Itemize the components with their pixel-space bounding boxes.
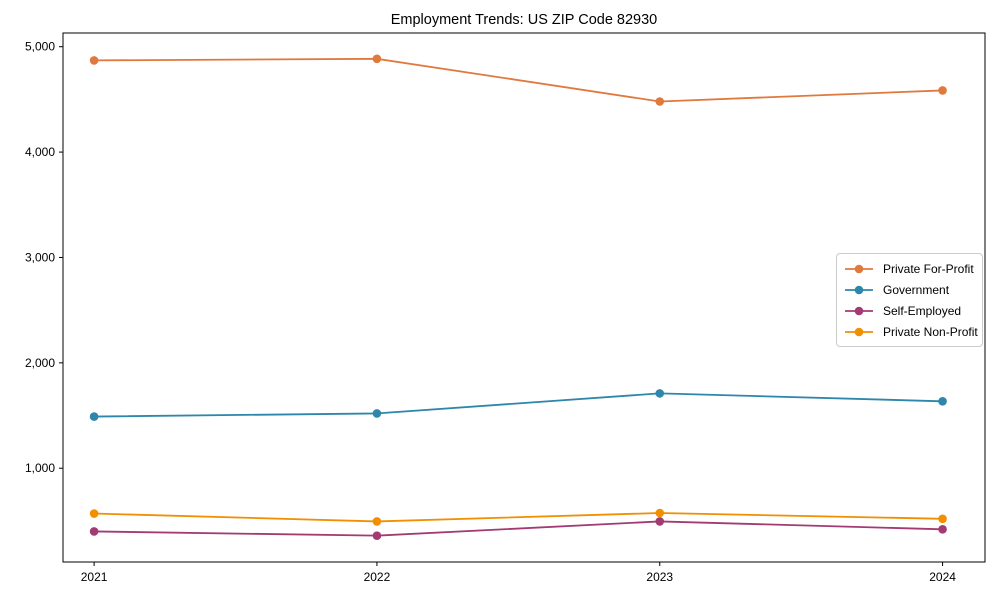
legend-item: Self-Employed [844,300,978,321]
x-tick-label: 2024 [929,570,956,584]
data-point [372,54,382,64]
data-point [938,525,947,534]
legend: Private For-Profit Government Self-Employe… [836,253,983,347]
data-point [372,531,382,540]
data-point [938,396,947,406]
legend-line-marker-icon [845,264,873,273]
y-tick-label: 5,000 [25,40,55,54]
legend-item: Private For-Profit [844,258,978,279]
axes-frame [62,32,986,563]
legend-line-marker-icon [845,285,873,294]
legend-label: Government [883,282,950,297]
y-tick-label: 2,000 [25,356,55,370]
data-point [938,86,947,95]
legend-item: Private Non-Profit [844,321,978,342]
series-line-self-employed [93,520,944,537]
chart-title: Employment Trends: US ZIP Code 82930 [390,12,658,28]
legend-label: Private Non-Profit [883,324,978,339]
y-tick-label: 1,000 [25,461,55,475]
legend-line-marker-icon [845,327,873,336]
data-point [89,56,99,65]
data-point [938,514,947,524]
data-point [655,389,665,398]
series-line-government [93,392,944,418]
data-point [89,527,99,536]
data-point [372,517,382,526]
y-tick-label: 4,000 [25,145,55,159]
data-point [655,97,665,106]
series-line-private-non-profit [93,512,944,523]
data-point [89,412,99,421]
data-point [89,509,99,518]
x-tick-label: 2023 [646,570,673,584]
legend-line-marker-icon [845,306,873,315]
data-point [655,517,665,526]
x-tick-label: 2022 [364,570,391,584]
legend-label: Private For-Profit [883,261,974,276]
legend-item: Government [844,279,978,300]
data-point [655,508,665,518]
x-tick-label: 2021 [81,570,108,584]
legend-label: Self-Employed [883,303,962,318]
y-tick-label: 3,000 [25,250,55,264]
data-point [372,409,382,418]
series-line-private-for-profit [93,57,944,103]
